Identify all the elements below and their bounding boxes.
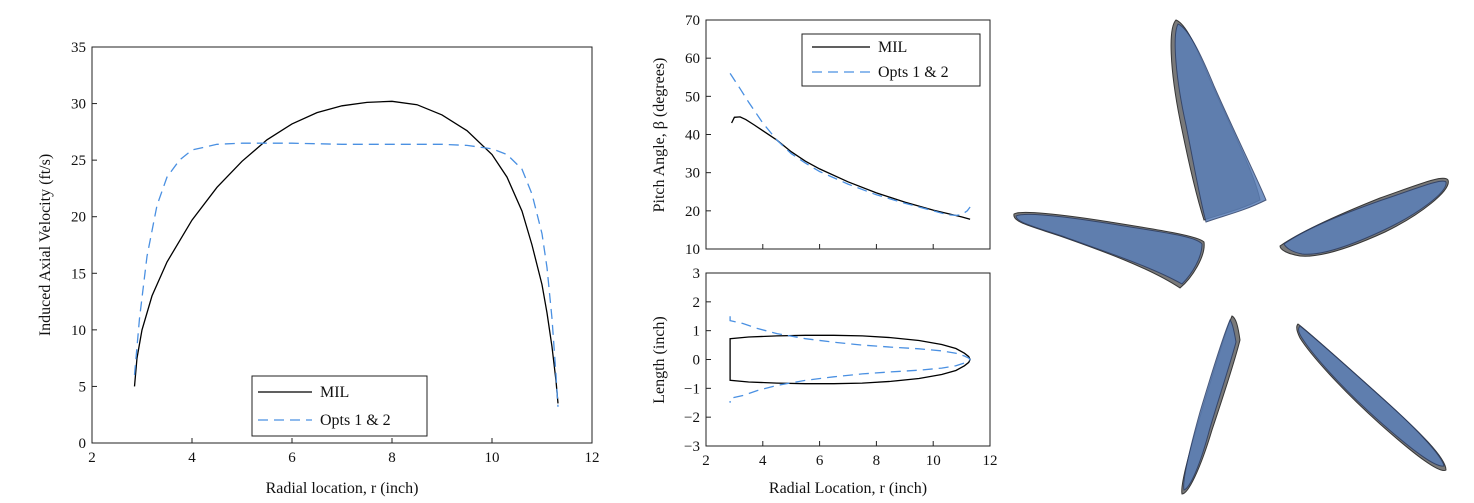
pitch-legend: MIL Opts 1 & 2 [801,33,981,87]
planform-y-tick-label: −3 [684,439,700,455]
pitch-y-tick-label: 60 [685,51,700,67]
pitch-y-tick-label: 50 [685,89,700,105]
velocity-x-axis-label: Radial location, r (inch) [266,480,419,497]
pitch-legend-opts-label: Opts 1 & 2 [878,64,949,81]
velocity-series-opts [133,142,559,407]
velocity-plot-frame [91,46,593,444]
velocity-series-mil [133,100,559,404]
planform-y-tick-label: −2 [684,410,700,426]
propeller-blade-right [1279,177,1449,257]
planform-series-mil [729,334,971,385]
pitch-y-tick-label: 20 [685,204,700,220]
planform-x-tick-label: 4 [759,453,767,469]
planform-x-tick-label: 10 [926,453,941,469]
velocity-y-tick-label: 10 [71,323,86,339]
propeller-rendering [1013,19,1449,495]
velocity-y-tick-label: 35 [71,40,86,56]
propeller-blade-left [1013,211,1205,289]
pitch-series-mil [731,116,971,220]
pitch-legend-mil-label: MIL [878,39,907,56]
planform-x-axis-label: Radial Location, r (inch) [769,480,927,497]
velocity-legend-box [251,375,428,437]
velocity-y-tick-label: 20 [71,210,86,226]
velocity-x-tick-label: 4 [188,450,196,466]
planform-y-tick-label: 1 [693,324,701,340]
planform-plot-frame [705,272,991,447]
propeller-blade-top [1170,19,1267,223]
velocity-x-tick-label: 12 [585,450,600,466]
velocity-x-tick-label: 6 [288,450,296,466]
planform-y-axis-label: Length (inch) [651,316,668,404]
velocity-y-tick-label: 25 [71,153,86,169]
velocity-y-tick-label: 5 [79,379,87,395]
velocity-y-tick-label: 30 [71,97,86,113]
planform-x-tick-label: 6 [816,453,824,469]
velocity-chart: 0 5 10 15 20 25 30 35 2 4 6 8 10 12 Radial location, … [37,40,600,497]
planform-x-tick-label: 8 [873,453,881,469]
velocity-y-axis-label: Induced Axial Velocity (ft/s) [37,154,54,336]
pitch-y-tick-label: 30 [685,166,700,182]
velocity-x-tick-label: 8 [388,450,396,466]
pitch-legend-box [801,33,981,87]
planform-x-tick-label: 2 [702,453,710,469]
planform-y-tick-label: 0 [693,353,701,369]
propeller-blade-bottom-right [1296,323,1447,472]
pitch-y-tick-label: 10 [685,242,700,258]
propeller-blade-bottom [1181,315,1241,495]
planform-x-tick-label: 12 [983,453,998,469]
pitch-y-tick-label: 70 [685,13,700,29]
planform-y-tick-label: 3 [693,266,701,282]
velocity-y-tick-label: 0 [79,436,87,452]
pitch-series-opts [729,73,971,217]
velocity-x-tick-label: 10 [485,450,500,466]
planform-series-opts [729,316,972,403]
pitch-y-tick-label: 40 [685,128,700,144]
velocity-legend-opts-label: Opts 1 & 2 [320,412,391,429]
velocity-legend-mil-label: MIL [320,384,349,401]
pitch-y-axis-label: Pitch Angle, β (degrees) [651,58,668,213]
planform-y-tick-label: 2 [693,295,701,311]
planform-y-tick-label: −1 [684,381,700,397]
velocity-legend: MIL Opts 1 & 2 [251,375,428,437]
velocity-y-tick-label: 15 [71,266,86,282]
velocity-x-tick-label: 2 [88,450,96,466]
